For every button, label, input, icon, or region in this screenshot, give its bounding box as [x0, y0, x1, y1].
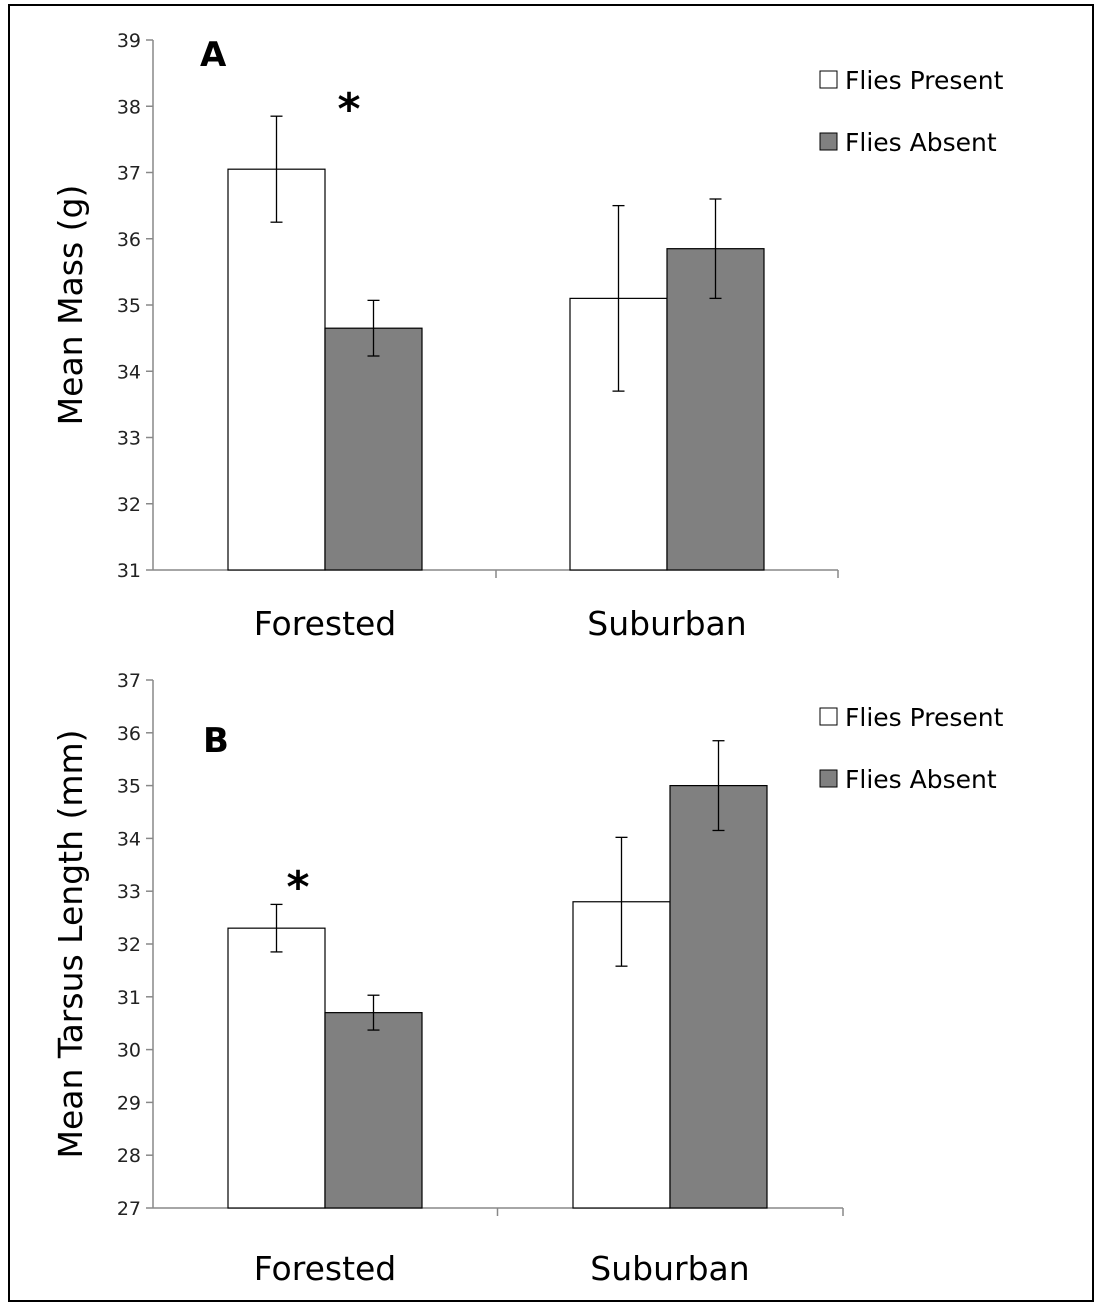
y-axis-label: Mean Tarsus Length (mm) [51, 729, 90, 1158]
y-tick-label: 36 [117, 723, 141, 745]
panel-label: A [200, 35, 227, 75]
category-label: Forested [254, 604, 397, 643]
legend-label: Flies Present [845, 66, 1004, 95]
y-tick-label: 33 [117, 881, 141, 903]
y-tick-label: 29 [117, 1092, 141, 1114]
legend: Flies Present Flies Absent [819, 703, 1004, 794]
category-label: Suburban [587, 604, 746, 643]
category-label: Suburban [590, 1249, 749, 1288]
bar-forested-flies-present [227, 927, 326, 1209]
legend: Flies Present Flies Absent [819, 66, 1004, 157]
y-tick-label: 35 [117, 776, 141, 798]
bar-suburban-flies-absent [666, 248, 765, 571]
figure-frame [8, 4, 1094, 1302]
legend-swatch [819, 70, 838, 89]
y-tick-label: 34 [117, 361, 141, 383]
y-tick-label: 39 [117, 30, 141, 52]
y-tick-label: 36 [117, 229, 141, 251]
y-axis-label: Mean Mass (g) [51, 185, 90, 426]
bar-suburban-flies-absent [669, 784, 768, 1209]
legend-swatch [819, 769, 838, 788]
y-tick-label: 31 [117, 987, 141, 1009]
y-tick-label: 37 [117, 670, 141, 692]
y-tick-label: 27 [117, 1198, 141, 1220]
y-tick-label: 33 [117, 428, 141, 450]
category-label: Forested [254, 1249, 397, 1288]
bar-forested-flies-absent [324, 1012, 423, 1209]
significance-star: * [337, 84, 360, 135]
significance-star: * [286, 862, 309, 913]
y-tick-label: 37 [117, 163, 141, 185]
bar-forested-flies-absent [324, 327, 423, 571]
legend-swatch [819, 707, 838, 726]
chart-panel-b: 27 28 29 30 31 32 33 34 35 36 37 Forested Suburban * B… [51, 670, 1004, 1288]
y-tick-label: 38 [117, 96, 141, 118]
y-tick-label: 35 [117, 295, 141, 317]
y-tick-label: 28 [117, 1145, 141, 1167]
panel-label: B [203, 721, 229, 761]
y-tick-label: 31 [117, 560, 141, 582]
legend-label: Flies Present [845, 703, 1004, 732]
legend-label: Flies Absent [845, 765, 997, 794]
y-tick-label: 32 [117, 494, 141, 516]
chart-panel-a: 31 32 33 34 35 36 37 38 39 Forested Suburban * A Mean… [51, 30, 1004, 643]
legend-label: Flies Absent [845, 128, 997, 157]
y-tick-label: 34 [117, 828, 141, 850]
y-tick-label: 32 [117, 934, 141, 956]
bar-forested-flies-present [227, 168, 326, 571]
legend-swatch [819, 132, 838, 151]
y-tick-label: 30 [117, 1040, 141, 1062]
